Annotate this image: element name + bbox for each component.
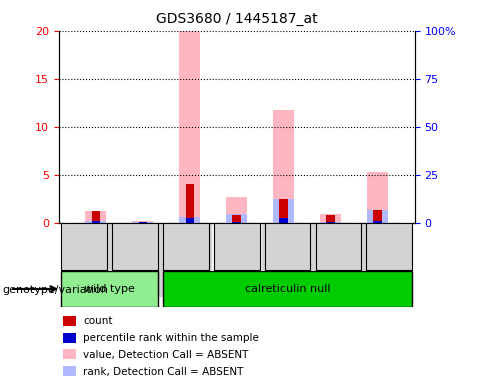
Bar (226, 214, 247, 223)
Bar (179, 217, 200, 223)
Bar (92, 221, 100, 223)
Bar (273, 111, 294, 223)
FancyBboxPatch shape (61, 271, 158, 307)
Bar (216, 223, 258, 296)
Text: percentile rank within the sample: percentile rank within the sample (83, 333, 259, 343)
Bar (280, 199, 288, 223)
Bar (169, 223, 211, 296)
Bar (63, 366, 76, 376)
Bar (85, 221, 106, 223)
Bar (122, 223, 164, 296)
Bar (232, 222, 241, 223)
Bar (63, 349, 76, 359)
FancyBboxPatch shape (366, 223, 412, 270)
Text: rank, Detection Call = ABSENT: rank, Detection Call = ABSENT (83, 367, 244, 377)
Bar (373, 221, 382, 223)
Text: wild type: wild type (84, 284, 135, 294)
Text: calreticulin null: calreticulin null (245, 284, 330, 294)
Bar (132, 222, 153, 223)
FancyBboxPatch shape (61, 223, 107, 270)
Bar (132, 221, 153, 223)
Bar (326, 215, 335, 223)
Text: value, Detection Call = ABSENT: value, Detection Call = ABSENT (83, 350, 248, 360)
Bar (263, 223, 305, 296)
Bar (367, 210, 388, 223)
Bar (320, 222, 341, 223)
FancyBboxPatch shape (316, 223, 362, 270)
Bar (63, 333, 76, 343)
Text: genotype/variation: genotype/variation (2, 285, 108, 295)
Bar (139, 222, 147, 223)
Bar (373, 210, 382, 223)
FancyBboxPatch shape (112, 223, 158, 270)
Bar (280, 218, 288, 223)
Bar (320, 214, 341, 223)
Title: GDS3680 / 1445187_at: GDS3680 / 1445187_at (156, 12, 318, 25)
Bar (179, 31, 200, 223)
Bar (273, 199, 294, 223)
Bar (75, 223, 117, 296)
Bar (185, 184, 194, 223)
Bar (139, 222, 147, 223)
Bar (92, 211, 100, 223)
Bar (63, 316, 76, 326)
FancyBboxPatch shape (163, 271, 412, 307)
FancyBboxPatch shape (163, 223, 209, 270)
FancyBboxPatch shape (214, 223, 260, 270)
Bar (326, 222, 335, 223)
Bar (85, 211, 106, 223)
Bar (185, 218, 194, 223)
FancyBboxPatch shape (264, 223, 310, 270)
Bar (309, 223, 352, 296)
Bar (226, 197, 247, 223)
Text: count: count (83, 316, 112, 326)
Bar (356, 223, 399, 296)
Bar (367, 172, 388, 223)
Bar (232, 215, 241, 223)
